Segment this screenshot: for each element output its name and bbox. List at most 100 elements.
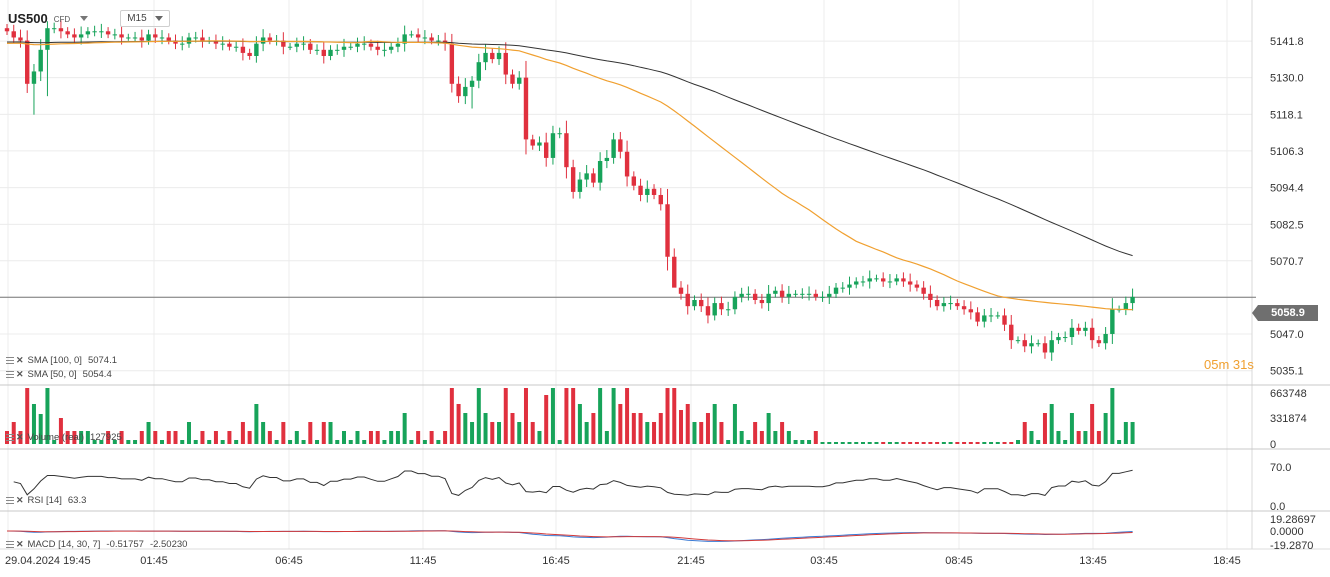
time-tick-label: 06:45 — [275, 555, 303, 567]
volume-bar — [557, 440, 562, 444]
candle-body — [651, 188, 657, 195]
volume-bar — [160, 440, 165, 444]
volume-bar — [975, 442, 980, 444]
volume-bar — [375, 431, 380, 444]
candle-body — [368, 43, 374, 47]
macd-tick-label: 0.0000 — [1270, 526, 1304, 538]
timeframe-label: M15 — [127, 12, 147, 24]
settings-icon[interactable] — [6, 540, 14, 548]
symbol-dropdown-icon[interactable] — [80, 15, 89, 21]
candle-body — [1036, 343, 1041, 345]
candle-body — [530, 139, 535, 146]
candle-body — [132, 37, 138, 39]
candle-body — [233, 46, 239, 48]
volume-bar — [133, 440, 138, 444]
volume-bar — [584, 422, 589, 444]
volume-bar — [1076, 431, 1081, 444]
candle-body — [1083, 327, 1088, 331]
volume-bar — [989, 442, 994, 444]
volume-bar — [746, 440, 751, 444]
settings-icon[interactable] — [6, 356, 14, 364]
volume-bar — [18, 431, 23, 444]
volume-bar — [908, 442, 913, 444]
price-tick-label: 5141.8 — [1270, 36, 1304, 48]
volume-bar — [1103, 413, 1108, 444]
candle-body — [1130, 296, 1135, 304]
volume-bar — [935, 442, 940, 444]
candle-body — [153, 34, 158, 38]
symbol-name[interactable]: US500 — [8, 10, 48, 26]
candle-body — [665, 204, 670, 257]
close-icon[interactable]: ✕ — [16, 538, 24, 549]
volume-bar — [517, 422, 522, 444]
candle-body — [355, 43, 360, 47]
candle-body — [1015, 340, 1021, 342]
volume-bar — [173, 431, 178, 444]
candle-body — [645, 188, 650, 195]
volume-bar — [389, 431, 394, 444]
candle-body — [887, 281, 893, 283]
volume-bar — [1002, 442, 1007, 444]
candle-body — [180, 43, 185, 45]
volume-bar — [840, 442, 845, 444]
volume-bar — [894, 442, 899, 444]
current-price-tag: 5058.9 — [1252, 305, 1318, 321]
candles — [4, 20, 1135, 361]
settings-icon[interactable] — [6, 433, 14, 441]
timer-seconds: 31 — [1232, 357, 1248, 372]
time-tick-label: 11:45 — [410, 555, 437, 567]
candle-body — [38, 49, 43, 72]
settings-icon[interactable] — [6, 370, 14, 378]
volume-bar — [968, 442, 973, 444]
volume-bar — [382, 440, 387, 444]
candle-body — [159, 37, 165, 39]
candle-body — [247, 52, 252, 57]
volume-bar — [759, 431, 764, 444]
volume-bar — [436, 440, 441, 444]
candle-body — [463, 86, 468, 97]
volume-bars — [5, 388, 1135, 444]
volume-bar — [645, 422, 650, 444]
close-icon[interactable]: ✕ — [16, 431, 24, 442]
sma100-value: 5074.1 — [87, 354, 118, 366]
candle-body — [119, 34, 124, 38]
volume-bar — [490, 422, 495, 444]
close-icon[interactable]: ✕ — [16, 494, 24, 505]
candle-body — [510, 74, 515, 84]
candle-body — [362, 43, 367, 45]
candle-body — [1110, 309, 1115, 334]
candle-body — [773, 290, 778, 294]
candle-body — [139, 37, 144, 41]
volume-bar — [342, 431, 346, 444]
volume-bar — [58, 418, 63, 444]
legend-macd: ✕ MACD [14, 30, 7] -0.51757 -2.50230 — [6, 538, 187, 550]
volume-bar — [1036, 440, 1041, 444]
candle-body — [611, 139, 616, 158]
legend-sma100: ✕ SMA [100, 0] 5074.1 — [6, 354, 117, 366]
close-icon[interactable]: ✕ — [16, 368, 24, 379]
timeframe-selector[interactable]: M15 — [120, 9, 170, 27]
candle-body — [672, 256, 677, 288]
volume-bar — [281, 422, 286, 444]
candle-body — [564, 133, 569, 168]
volume-bar — [658, 413, 663, 444]
volume-bar — [800, 440, 805, 444]
candle-body — [483, 52, 488, 63]
price-tick-label: 5130.0 — [1270, 73, 1304, 85]
settings-icon[interactable] — [6, 496, 14, 504]
volume-bar — [1069, 413, 1074, 444]
candle-body — [200, 37, 205, 41]
volume-bar — [429, 431, 434, 444]
volume-bar — [901, 442, 906, 444]
candle-body — [820, 296, 825, 298]
volume-tick-label: 663748 — [1270, 388, 1307, 400]
volume-bar — [207, 440, 212, 444]
candle-body — [975, 312, 980, 322]
candle-body — [752, 293, 758, 300]
close-icon[interactable]: ✕ — [16, 354, 24, 365]
volume-bar — [571, 388, 576, 444]
volume-bar — [1049, 404, 1054, 444]
candle-body — [287, 46, 293, 48]
candle-body — [301, 43, 306, 45]
